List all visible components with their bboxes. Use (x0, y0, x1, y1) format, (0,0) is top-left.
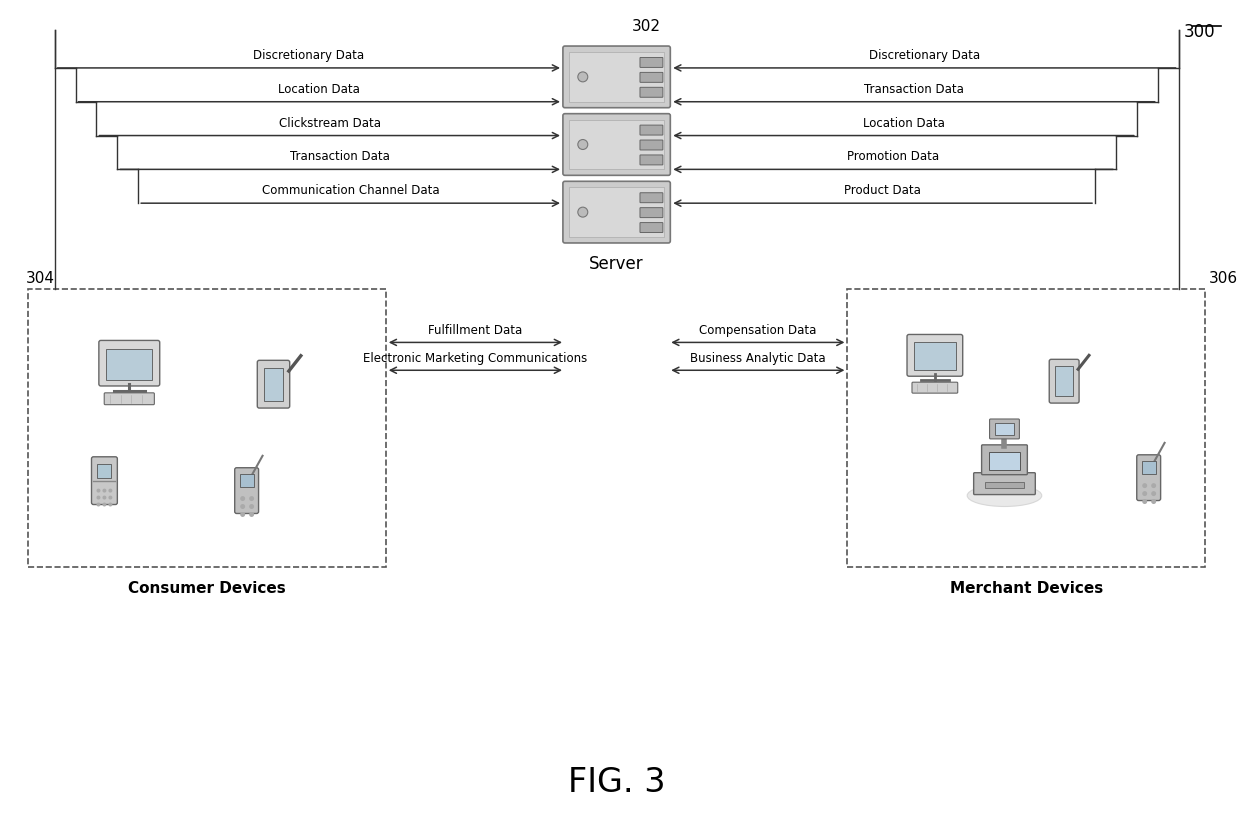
FancyBboxPatch shape (640, 155, 663, 165)
Bar (107, 349, 153, 380)
Circle shape (241, 496, 246, 501)
FancyBboxPatch shape (563, 46, 671, 108)
Text: Consumer Devices: Consumer Devices (128, 581, 285, 596)
FancyBboxPatch shape (99, 340, 160, 386)
FancyBboxPatch shape (257, 360, 290, 408)
Text: Fulfillment Data: Fulfillment Data (428, 324, 522, 338)
Text: Location Data: Location Data (863, 116, 945, 130)
FancyBboxPatch shape (640, 73, 663, 82)
Circle shape (578, 140, 588, 150)
Text: 306: 306 (1208, 271, 1238, 286)
Circle shape (103, 496, 107, 500)
Text: Business Analytic Data: Business Analytic Data (689, 352, 826, 365)
Bar (994, 423, 1014, 435)
FancyBboxPatch shape (640, 222, 663, 232)
FancyBboxPatch shape (640, 207, 663, 217)
Text: 300: 300 (1184, 23, 1215, 41)
Text: Clickstream Data: Clickstream Data (279, 116, 381, 130)
Circle shape (108, 488, 113, 492)
Circle shape (1142, 483, 1147, 488)
Bar (988, 451, 1021, 470)
Circle shape (1151, 483, 1156, 488)
FancyBboxPatch shape (973, 472, 1035, 495)
Circle shape (1151, 491, 1156, 496)
FancyBboxPatch shape (234, 467, 259, 513)
Bar (1055, 366, 1073, 396)
Text: Compensation Data: Compensation Data (699, 324, 816, 338)
FancyBboxPatch shape (640, 140, 663, 150)
Circle shape (249, 504, 254, 509)
Bar (914, 343, 956, 370)
Text: 302: 302 (631, 19, 661, 34)
Text: Promotion Data: Promotion Data (847, 150, 939, 163)
Text: Discretionary Data: Discretionary Data (869, 49, 980, 62)
FancyBboxPatch shape (569, 187, 665, 237)
Text: Merchant Devices: Merchant Devices (950, 581, 1104, 596)
Circle shape (578, 207, 588, 217)
FancyBboxPatch shape (569, 120, 665, 170)
Text: Transaction Data: Transaction Data (864, 83, 963, 96)
FancyBboxPatch shape (640, 125, 663, 135)
Circle shape (108, 502, 113, 507)
Circle shape (249, 496, 254, 501)
Bar (239, 474, 254, 487)
Text: 304: 304 (26, 271, 55, 286)
Circle shape (1151, 499, 1156, 504)
FancyBboxPatch shape (990, 419, 1019, 439)
Circle shape (241, 512, 246, 517)
FancyBboxPatch shape (569, 52, 665, 102)
FancyBboxPatch shape (563, 181, 671, 243)
Text: Server: Server (589, 255, 644, 273)
Circle shape (103, 502, 107, 507)
Text: Communication Channel Data: Communication Channel Data (262, 184, 439, 197)
Text: FIG. 3: FIG. 3 (568, 766, 666, 798)
FancyBboxPatch shape (92, 456, 118, 504)
Circle shape (249, 512, 254, 517)
FancyBboxPatch shape (911, 382, 957, 393)
Circle shape (97, 488, 100, 492)
Circle shape (241, 504, 246, 509)
Text: Product Data: Product Data (844, 184, 921, 197)
FancyBboxPatch shape (563, 114, 671, 176)
FancyBboxPatch shape (640, 87, 663, 97)
Circle shape (97, 502, 100, 507)
FancyBboxPatch shape (982, 445, 1028, 475)
Circle shape (103, 488, 107, 492)
Circle shape (1142, 491, 1147, 496)
Ellipse shape (967, 485, 1042, 507)
FancyBboxPatch shape (640, 193, 663, 202)
Bar (847, 288, 1205, 567)
FancyBboxPatch shape (104, 393, 154, 405)
Bar (98, 464, 112, 477)
Bar (985, 482, 1024, 487)
Circle shape (97, 496, 100, 500)
Bar (264, 368, 284, 400)
Circle shape (108, 496, 113, 500)
Circle shape (1142, 499, 1147, 504)
Bar (27, 288, 386, 567)
FancyBboxPatch shape (1049, 359, 1079, 403)
Text: Electronic Marketing Communications: Electronic Marketing Communications (363, 352, 588, 365)
Bar (1142, 461, 1156, 474)
Circle shape (578, 72, 588, 82)
Text: Transaction Data: Transaction Data (290, 150, 391, 163)
Text: Discretionary Data: Discretionary Data (253, 49, 365, 62)
Text: Location Data: Location Data (278, 83, 360, 96)
FancyBboxPatch shape (1137, 455, 1161, 501)
FancyBboxPatch shape (640, 58, 663, 68)
FancyBboxPatch shape (906, 334, 962, 376)
